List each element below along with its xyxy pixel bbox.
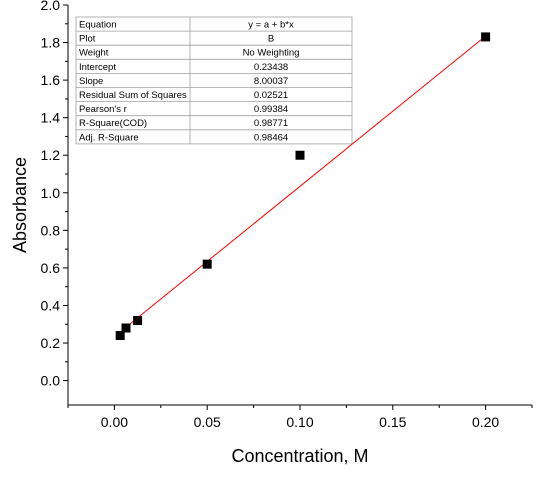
x-tick-label: 0.10 [286, 414, 313, 430]
stats-table-value: B [268, 34, 274, 45]
stats-table-value: 0.98464 [254, 132, 288, 143]
stats-table-key: Pearson's r [79, 104, 127, 115]
data-points-layer [115, 32, 491, 341]
stats-table-key: Intercept [79, 62, 116, 73]
data-point [115, 331, 125, 341]
stats-table-value: 0.98771 [254, 118, 288, 129]
data-point [481, 32, 491, 42]
y-tick-label: 0.8 [41, 222, 61, 238]
stats-table-key: Adj. R-Square [79, 132, 139, 143]
stats-table: Equation y = a + b*x Plot B Weight No Weighti… [75, 16, 353, 145]
x-tick-label: 0.20 [472, 414, 499, 430]
y-tick-label: 2.0 [41, 0, 61, 13]
y-axis-label: Absorbance [10, 157, 30, 253]
x-tick-label: 0.05 [194, 414, 221, 430]
y-tick-label: 0.4 [41, 297, 61, 313]
y-tick-label: 0.0 [41, 373, 61, 389]
stats-table-value: No Weighting [243, 48, 300, 59]
axes: 0.00 0.05 0.10 0.15 0.20 0.0 0.2 0.4 0.6 0.8 1.0 1.… [41, 0, 533, 430]
stats-table-value: 0.99384 [254, 104, 288, 115]
stats-table-value: 0.02521 [254, 90, 288, 101]
stats-table-frame [75, 16, 353, 145]
stats-table-key: Slope [79, 76, 103, 87]
y-tick-label: 1.0 [41, 185, 61, 201]
stats-table-key: R-Square(COD) [79, 118, 147, 129]
y-tick-label: 1.6 [41, 72, 61, 88]
stats-table-value: y = a + b*x [248, 20, 294, 31]
x-axis-label: Concentration, M [231, 446, 368, 466]
stats-table-key: Equation [79, 20, 117, 31]
y-tick-label: 0.6 [41, 260, 61, 276]
fit-line-layer [125, 35, 486, 328]
stats-table-key: Weight [79, 48, 109, 59]
fit-line [125, 35, 486, 328]
data-point [133, 315, 143, 325]
x-tick-label: 0.15 [379, 414, 406, 430]
data-point [121, 323, 131, 333]
y-tick-label: 1.4 [41, 110, 61, 126]
stats-table-value: 8.00037 [254, 76, 288, 87]
y-tick-label: 1.8 [41, 35, 61, 51]
data-point [295, 150, 305, 160]
y-tick-label: 0.2 [41, 335, 61, 351]
stats-table-value: 0.23438 [254, 62, 288, 73]
data-point [202, 259, 212, 269]
stats-table-key: Residual Sum of Squares [79, 90, 187, 101]
x-tick-label: 0.00 [101, 414, 128, 430]
y-tick-label: 1.2 [41, 147, 61, 163]
stats-table-key: Plot [79, 34, 96, 45]
